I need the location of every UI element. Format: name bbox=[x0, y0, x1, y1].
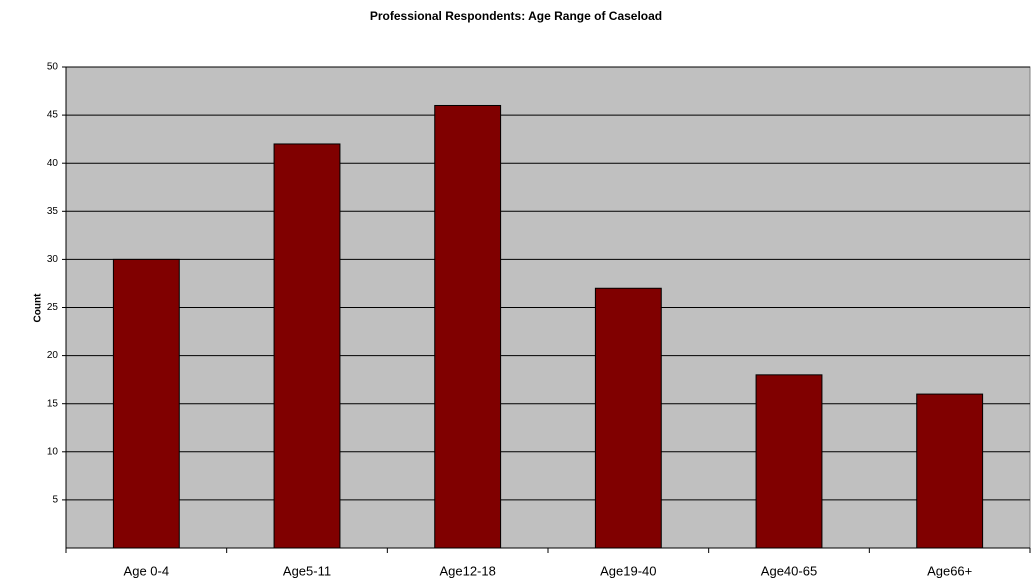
x-tick-label: Age66+ bbox=[927, 563, 972, 578]
y-tick-label: 15 bbox=[47, 398, 59, 409]
bar bbox=[434, 104, 502, 549]
bar bbox=[594, 287, 662, 549]
y-axis-label: Count bbox=[33, 293, 44, 323]
y-tick-label: 10 bbox=[47, 446, 59, 457]
y-tick-label: 25 bbox=[47, 302, 59, 313]
y-tick-label: 5 bbox=[52, 495, 58, 506]
x-tick-label: Age40-65 bbox=[761, 563, 817, 578]
x-tick-label: Age 0-4 bbox=[124, 563, 170, 578]
y-tick-label: 45 bbox=[47, 110, 59, 121]
x-tick-label: Age5-11 bbox=[283, 563, 331, 578]
y-tick-label: 30 bbox=[47, 254, 59, 265]
y-tick-label: 40 bbox=[47, 158, 59, 169]
y-tick-label: 50 bbox=[47, 62, 59, 73]
bar bbox=[273, 143, 341, 549]
chart-title: Professional Respondents: Age Range of C… bbox=[370, 9, 662, 23]
bar bbox=[755, 374, 823, 549]
x-tick-label: Age12-18 bbox=[439, 563, 495, 578]
bar bbox=[112, 258, 180, 549]
y-tick-label: 35 bbox=[47, 206, 59, 217]
x-tick-label: Age19-40 bbox=[600, 563, 656, 578]
bar bbox=[916, 393, 984, 549]
y-tick-label: 20 bbox=[47, 350, 59, 361]
